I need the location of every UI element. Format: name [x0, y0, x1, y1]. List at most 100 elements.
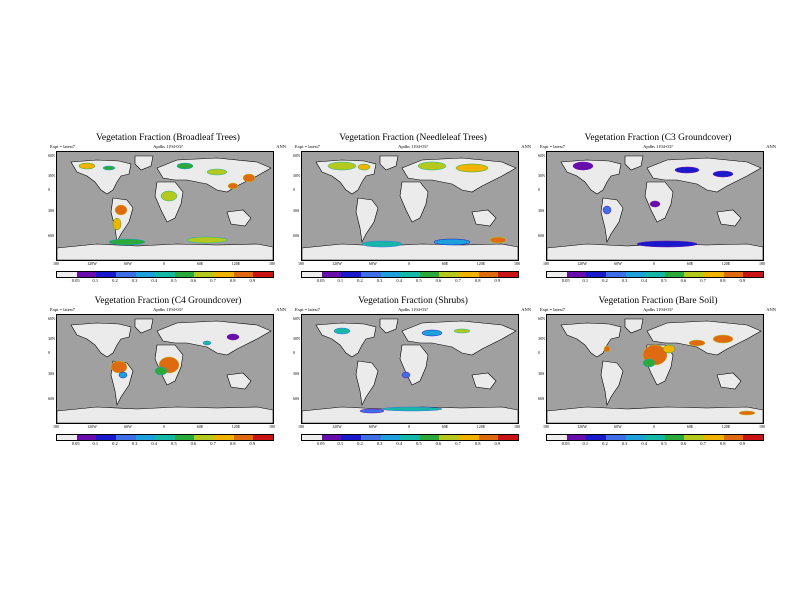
colorbar-tick-label: 0.8 — [719, 441, 726, 446]
colorbar-tick-label: 0.3 — [376, 278, 383, 283]
colorbar-segment — [704, 272, 724, 277]
colorbar-tick-label: 0.1 — [582, 278, 589, 283]
vegetation-patch — [160, 190, 178, 202]
vegetation-patch — [226, 333, 240, 341]
colorbar — [546, 271, 764, 278]
lat-tick-label: 30S — [48, 371, 55, 376]
season-label: ANN — [521, 144, 531, 149]
colorbar-segment — [135, 272, 156, 277]
map-svg — [547, 155, 763, 260]
colorbar-segment — [233, 435, 254, 440]
colorbar-tick-label: 0.4 — [396, 441, 402, 446]
lon-tick-label: 60W — [614, 261, 622, 266]
colorbar — [546, 434, 764, 441]
colorbar-tick-label: 0.7 — [700, 441, 706, 446]
lat-tick-label: 60N — [538, 153, 545, 158]
panel-title: Vegetation Fraction (Shrubs) — [358, 296, 468, 306]
colorbar-segment — [233, 272, 254, 277]
africa-landmass — [154, 181, 184, 223]
eurasia-landmass — [156, 320, 272, 356]
vegetation-patch — [227, 182, 239, 190]
vegetation-patch — [333, 327, 351, 335]
lon-tick-label: 180 — [759, 261, 765, 266]
colorbar-segment — [459, 435, 479, 440]
colorbar-tick-label: 0.1 — [337, 441, 344, 446]
vegetation-patch — [327, 161, 357, 171]
colorbar-tick-label: 0.05 — [71, 441, 80, 446]
vegetation-patch — [176, 162, 194, 170]
lon-tick-label: 120E — [476, 424, 486, 429]
lon-tick-label: 180 — [759, 424, 765, 429]
colorbar-segment — [174, 435, 195, 440]
experiment-label: Expt = latest7 — [540, 144, 566, 149]
lat-tick-label: 30N — [293, 336, 300, 341]
map-svg — [57, 155, 273, 260]
antarctica-landmass — [302, 243, 518, 260]
colorbar-segment — [743, 435, 764, 440]
colorbar-segment — [155, 435, 175, 440]
colorbar-segment — [625, 272, 646, 277]
colorbar-segment — [57, 272, 77, 277]
lon-tick-label: 180 — [543, 261, 549, 266]
colorbar-tick-label: 0.8 — [719, 278, 726, 283]
colorbar-segment — [96, 272, 116, 277]
vegetation-patch — [102, 165, 116, 171]
lat-tick-label: 60N — [48, 316, 55, 321]
colorbar-tick-label: 0.9 — [494, 441, 501, 446]
lon-tick-label: 180 — [298, 424, 304, 429]
colorbar — [56, 434, 274, 441]
lat-tick-label: 30N — [48, 173, 55, 178]
colorbar-segment — [723, 272, 744, 277]
lat-tick-label: 0 — [48, 187, 50, 192]
vegetation-patch — [642, 358, 656, 368]
vegetation-patch — [712, 170, 734, 178]
lat-tick-label: 30N — [538, 173, 545, 178]
vegetation-patch — [636, 240, 698, 248]
vegetation-patch — [359, 408, 385, 414]
colorbar-segment — [684, 272, 705, 277]
vegetation-patch — [453, 328, 471, 334]
lon-tick-label: 60E — [196, 424, 204, 429]
australia-landmass — [716, 209, 742, 227]
colorbar-tick-label: 0.9 — [249, 441, 256, 446]
lon-tick-label: 120W — [87, 424, 97, 429]
lon-tick-label: 120W — [577, 424, 587, 429]
lon-tick-label: 180 — [269, 261, 275, 266]
map-area — [301, 151, 519, 261]
map-panel-4: Vegetation Fraction (C4 Groundcover) Exp… — [48, 296, 288, 456]
colorbar-tick-label: 0.8 — [229, 441, 236, 446]
colorbar-tick-label: 0.05 — [561, 278, 570, 283]
vegetation-patch — [154, 366, 168, 376]
lon-tick-label: 180 — [543, 424, 549, 429]
map-svg — [547, 318, 763, 423]
lon-tick-label: 0 — [408, 424, 410, 429]
colorbar-segment — [341, 272, 361, 277]
lat-tick-label: 60S — [293, 396, 300, 401]
vegetation-patch — [242, 173, 256, 183]
colorbar-segment — [57, 435, 77, 440]
colorbar-tick-label: 0.1 — [92, 278, 99, 283]
lat-tick-label: 60S — [48, 233, 55, 238]
lon-tick-label: 60W — [124, 261, 132, 266]
lon-tick-label: 120E — [231, 261, 241, 266]
map-area — [56, 314, 274, 424]
experiment-label: Expt = latest7 — [295, 144, 321, 149]
colorbar-segment — [360, 435, 381, 440]
greenland-landmass — [624, 155, 644, 171]
lat-tick-label: 60N — [293, 316, 300, 321]
lat-tick-label: 0 — [538, 187, 540, 192]
colorbar-segment — [664, 435, 685, 440]
lon-tick-label: 60E — [686, 424, 694, 429]
africa-landmass — [399, 344, 429, 386]
vegetation-patch — [112, 217, 122, 231]
colorbar-segment — [605, 272, 626, 277]
antarctica-landmass — [57, 243, 273, 260]
colorbar-tick-label: 0.5 — [661, 278, 667, 283]
colorbar-segment — [76, 272, 97, 277]
colorbar-tick-label: 0.05 — [561, 441, 570, 446]
lat-tick-label: 30N — [48, 336, 55, 341]
vegetation-patch — [417, 161, 447, 171]
colorbar-segment — [194, 272, 215, 277]
colorbar-tick-label: 0.6 — [190, 278, 197, 283]
antarctica-landmass — [57, 406, 273, 423]
